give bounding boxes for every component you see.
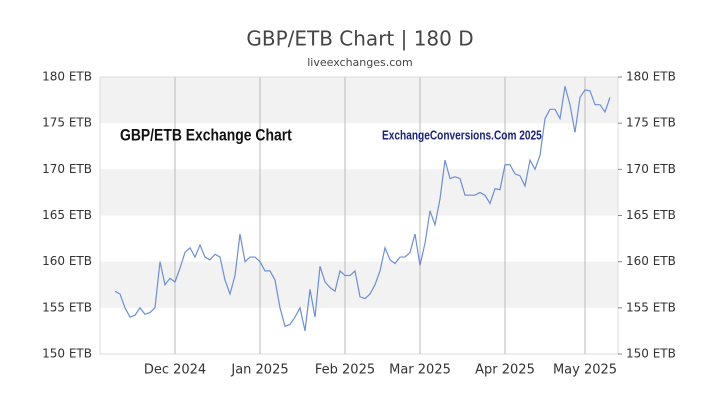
y-tick-label: 160 ETB — [42, 254, 92, 268]
grid-band — [100, 169, 618, 216]
y-tick-label: 175 ETB — [42, 116, 92, 130]
line — [114, 86, 611, 332]
annotation: ExchangeConversions.Com 2025 — [382, 128, 542, 142]
x-tick-label: Mar 2025 — [389, 363, 451, 378]
y2-tick-label: 150 ETB — [626, 347, 676, 361]
y2-tick-label: 165 ETB — [626, 208, 676, 222]
grid-band — [100, 261, 618, 308]
y2-tick-label: 170 ETB — [626, 162, 676, 176]
chart-subtitle: liveexchanges.com — [307, 56, 412, 69]
chart-title: GBP/ETB Chart | 180 D — [246, 27, 473, 51]
x-tick-label: May 2025 — [553, 363, 617, 378]
x-tick-label: Jan 2025 — [230, 363, 288, 378]
y-tick-label: 170 ETB — [42, 162, 92, 176]
y2-tick-label: 175 ETB — [626, 116, 676, 130]
y-tick-label: 180 ETB — [42, 70, 92, 84]
y2-tick-label: 160 ETB — [626, 254, 676, 268]
x-tick-label: Dec 2024 — [144, 363, 206, 378]
y2-tick-label: 155 ETB — [626, 300, 676, 314]
x-tick-label: Feb 2025 — [315, 363, 375, 378]
x-tick-label: Apr 2025 — [475, 363, 535, 378]
y-tick-label: 150 ETB — [42, 347, 92, 361]
y2-tick-label: 180 ETB — [626, 70, 676, 84]
annotation: GBP/ETB Exchange Chart — [120, 126, 292, 145]
y-tick-label: 155 ETB — [42, 300, 92, 314]
grid-band — [100, 77, 618, 124]
y-tick-label: 165 ETB — [42, 208, 92, 222]
